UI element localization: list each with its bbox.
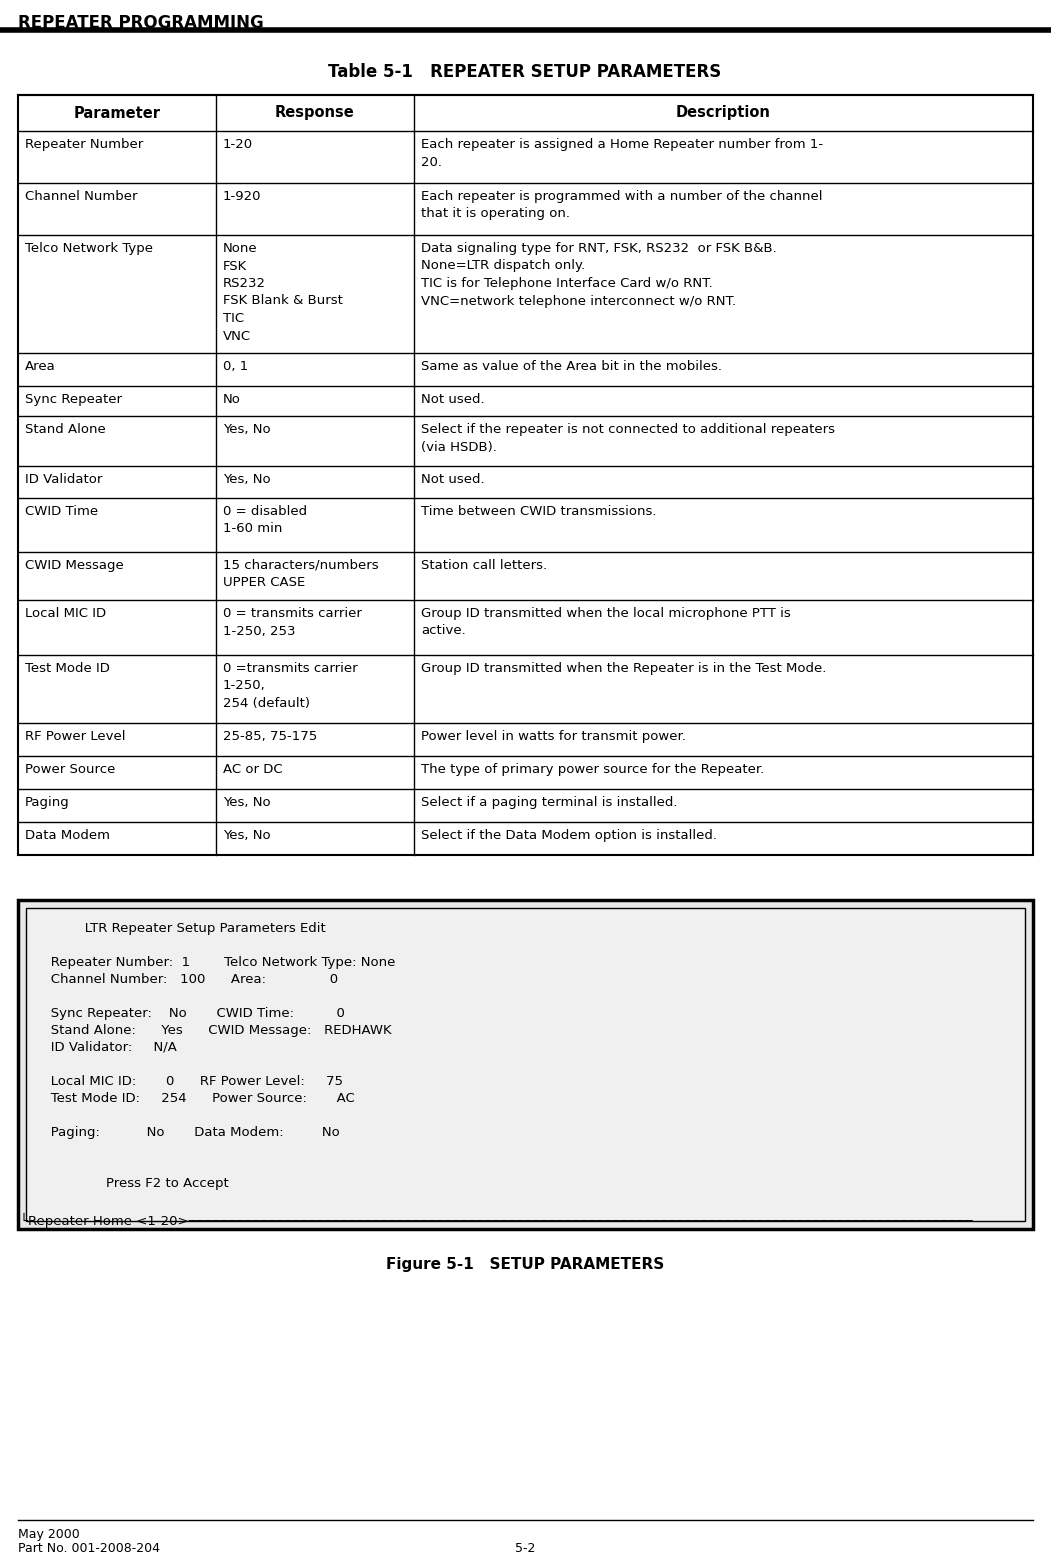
Text: 0 = transmits carrier
1-250, 253: 0 = transmits carrier 1-250, 253 xyxy=(223,607,362,638)
Text: Group ID transmitted when the Repeater is in the Test Mode.: Group ID transmitted when the Repeater i… xyxy=(420,662,826,676)
Text: REPEATER PROGRAMMING: REPEATER PROGRAMMING xyxy=(18,14,264,31)
Bar xyxy=(18,95,1033,856)
Bar xyxy=(26,909,1025,1221)
Text: Telco Network Type: Telco Network Type xyxy=(25,242,153,255)
Text: Same as value of the Area bit in the mobiles.: Same as value of the Area bit in the mob… xyxy=(420,360,722,372)
Text: Test Mode ID:     254      Power Source:       AC: Test Mode ID: 254 Power Source: AC xyxy=(38,1092,355,1106)
Text: Stand Alone: Stand Alone xyxy=(25,422,106,436)
Text: 25-85, 75-175: 25-85, 75-175 xyxy=(223,730,317,743)
Text: Test Mode ID: Test Mode ID xyxy=(25,662,110,676)
Text: Power Source: Power Source xyxy=(25,763,116,776)
Text: Stand Alone:      Yes      CWID Message:   REDHAWK: Stand Alone: Yes CWID Message: REDHAWK xyxy=(38,1024,392,1037)
Text: Sync Repeater: Sync Repeater xyxy=(25,393,122,407)
Text: ID Validator:     N/A: ID Validator: N/A xyxy=(38,1042,177,1054)
Text: Select if the Data Modem option is installed.: Select if the Data Modem option is insta… xyxy=(420,829,717,841)
Text: Not used.: Not used. xyxy=(420,393,485,407)
Text: Station call letters.: Station call letters. xyxy=(420,558,547,572)
Text: No: No xyxy=(223,393,241,407)
Text: None
FSK
RS232
FSK Blank & Burst
TIC
VNC: None FSK RS232 FSK Blank & Burst TIC VNC xyxy=(223,242,343,343)
Text: Local MIC ID:       0      RF Power Level:     75: Local MIC ID: 0 RF Power Level: 75 xyxy=(38,1074,343,1089)
Text: 15 characters/numbers
UPPER CASE: 15 characters/numbers UPPER CASE xyxy=(223,558,378,590)
Text: Select if a paging terminal is installed.: Select if a paging terminal is installed… xyxy=(420,796,677,809)
Text: Repeater Number:  1        Telco Network Type: None: Repeater Number: 1 Telco Network Type: N… xyxy=(38,956,395,970)
Text: AC or DC: AC or DC xyxy=(223,763,283,776)
Text: Each repeater is assigned a Home Repeater number from 1-
20.: Each repeater is assigned a Home Repeate… xyxy=(420,138,823,169)
Text: CWID Message: CWID Message xyxy=(25,558,124,572)
Text: Local MIC ID: Local MIC ID xyxy=(25,607,106,619)
Text: Yes, No: Yes, No xyxy=(223,796,270,809)
Text: Group ID transmitted when the local microphone PTT is
active.: Group ID transmitted when the local micr… xyxy=(420,607,790,638)
Text: 0 =transmits carrier
1-250,
254 (default): 0 =transmits carrier 1-250, 254 (default… xyxy=(223,662,357,710)
Text: Select if the repeater is not connected to additional repeaters
(via HSDB).: Select if the repeater is not connected … xyxy=(420,422,834,454)
Text: Press F2 to Accept: Press F2 to Accept xyxy=(38,1178,229,1190)
Text: Not used.: Not used. xyxy=(420,472,485,486)
Text: CWID Time: CWID Time xyxy=(25,505,98,518)
Text: 0 = disabled
1-60 min: 0 = disabled 1-60 min xyxy=(223,505,307,535)
Text: Data signaling type for RNT, FSK, RS232  or FSK B&B.
None=LTR dispatch only.
TIC: Data signaling type for RNT, FSK, RS232 … xyxy=(420,242,777,308)
Text: Part No. 001-2008-204: Part No. 001-2008-204 xyxy=(18,1542,160,1555)
Text: 0, 1: 0, 1 xyxy=(223,360,248,372)
Text: 1-920: 1-920 xyxy=(223,189,262,203)
Text: Yes, No: Yes, No xyxy=(223,422,270,436)
Text: Description: Description xyxy=(676,105,770,120)
Text: Paging:           No       Data Modem:         No: Paging: No Data Modem: No xyxy=(38,1126,339,1139)
Text: Paging: Paging xyxy=(25,796,69,809)
Text: Parameter: Parameter xyxy=(74,105,161,120)
Text: Table 5-1   REPEATER SETUP PARAMETERS: Table 5-1 REPEATER SETUP PARAMETERS xyxy=(328,63,722,81)
Text: Time between CWID transmissions.: Time between CWID transmissions. xyxy=(420,505,657,518)
Text: Figure 5-1   SETUP PARAMETERS: Figure 5-1 SETUP PARAMETERS xyxy=(386,1257,664,1272)
Text: ID Validator: ID Validator xyxy=(25,472,102,486)
Text: Each repeater is programmed with a number of the channel
that it is operating on: Each repeater is programmed with a numbe… xyxy=(420,189,822,221)
Text: Yes, No: Yes, No xyxy=(223,472,270,486)
Text: LTR Repeater Setup Parameters Edit: LTR Repeater Setup Parameters Edit xyxy=(38,923,326,935)
Text: Response: Response xyxy=(275,105,355,120)
Text: 5-2: 5-2 xyxy=(515,1542,535,1555)
Text: Repeater Number: Repeater Number xyxy=(25,138,143,152)
Text: The type of primary power source for the Repeater.: The type of primary power source for the… xyxy=(420,763,764,776)
Text: └Repeater Home <1-20>───────────────────────────────────────────────────────────: └Repeater Home <1-20>───────────────────… xyxy=(20,1214,972,1228)
Text: May 2000: May 2000 xyxy=(18,1528,80,1541)
Text: Data Modem: Data Modem xyxy=(25,829,110,841)
Bar xyxy=(18,899,1033,1229)
Text: RF Power Level: RF Power Level xyxy=(25,730,125,743)
Text: 1-20: 1-20 xyxy=(223,138,253,152)
Text: Sync Repeater:    No       CWID Time:          0: Sync Repeater: No CWID Time: 0 xyxy=(38,1007,345,1020)
Text: Yes, No: Yes, No xyxy=(223,829,270,841)
Text: Power level in watts for transmit power.: Power level in watts for transmit power. xyxy=(420,730,685,743)
Text: Channel Number:   100      Area:               0: Channel Number: 100 Area: 0 xyxy=(38,973,338,985)
Text: Channel Number: Channel Number xyxy=(25,189,138,203)
Text: Area: Area xyxy=(25,360,56,372)
